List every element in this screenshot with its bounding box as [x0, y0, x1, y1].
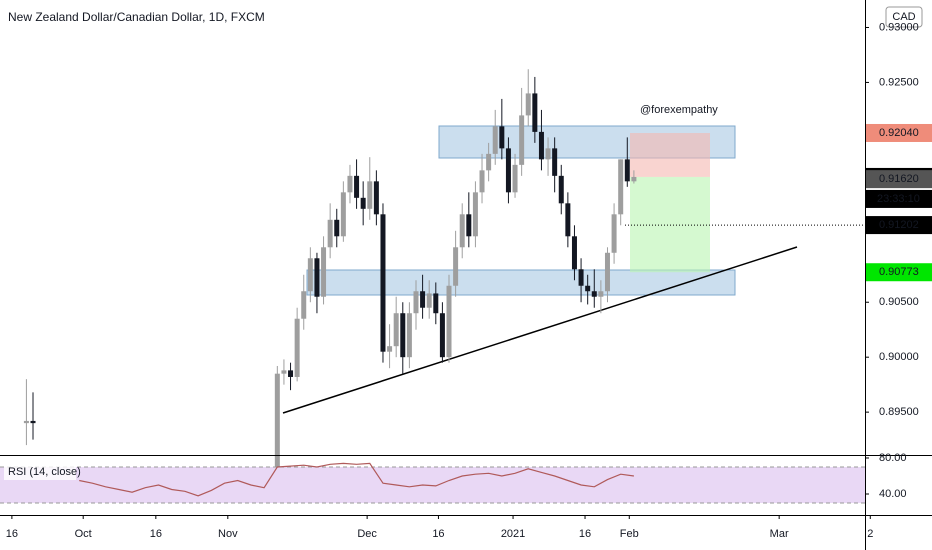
candle-body — [446, 285, 452, 358]
candle-body — [499, 126, 505, 149]
price-label-bg — [866, 263, 932, 282]
candle-body — [604, 252, 610, 292]
candle-body — [354, 175, 360, 198]
rsi-band — [0, 466, 865, 504]
candle-body — [367, 181, 373, 209]
y-tick-label: 40.00 — [879, 488, 907, 500]
price-label: 0.90773 — [879, 266, 919, 278]
rsi-line — [79, 462, 634, 497]
chart-title: New Zealand Dollar/Canadian Dollar, 1D, … — [8, 10, 265, 24]
rsi-title-bg — [4, 463, 76, 480]
y-tick-label: 0.90000 — [879, 351, 919, 363]
demand-zone — [306, 269, 736, 296]
candle-body — [611, 214, 617, 253]
candle-body — [459, 214, 465, 248]
candle-body — [393, 313, 399, 347]
candle-body — [479, 170, 485, 193]
candle-body — [578, 269, 584, 286]
x-tick-label: 16 — [150, 528, 162, 540]
candle-body — [334, 219, 340, 237]
candle-body — [486, 153, 492, 171]
candle-body — [525, 93, 531, 116]
candle-body — [519, 115, 525, 165]
y-tick-label: 80.00 — [879, 452, 907, 464]
x-tick-label: 16 — [6, 528, 18, 540]
price-label: 0.91202 — [879, 219, 919, 231]
y-tick-label: 0.92500 — [879, 76, 919, 88]
candle-body — [571, 236, 577, 270]
countdown-bg — [866, 189, 932, 208]
candle-body — [558, 175, 564, 204]
watermark: @forexempathy — [640, 104, 718, 116]
candle-body — [387, 346, 393, 352]
candle-body — [565, 203, 571, 237]
candle-body — [314, 258, 320, 297]
candle-body — [505, 148, 511, 193]
candle-body — [288, 370, 294, 377]
candle-body — [321, 247, 327, 297]
candle-body — [624, 159, 630, 182]
x-tick-label: 16 — [579, 528, 591, 540]
candle-body — [380, 214, 386, 352]
y-tick-label: 0.89500 — [879, 406, 919, 418]
candle-body — [373, 181, 379, 215]
candle-body — [23, 420, 29, 424]
candle-body — [307, 258, 313, 292]
candle-body — [439, 313, 445, 358]
x-tick-label: Nov — [218, 528, 238, 540]
price-label-bg — [866, 216, 932, 235]
candle-body — [598, 291, 604, 297]
x-tick-label: 2 — [867, 528, 873, 540]
candle-body — [360, 197, 366, 209]
x-tick-label: Oct — [75, 528, 92, 540]
y-tick-label: 0.93000 — [879, 21, 919, 33]
stop-zone — [630, 132, 710, 177]
candle-body — [426, 293, 432, 308]
candle-body — [453, 247, 459, 286]
candle-body — [545, 148, 551, 160]
candle-body — [631, 176, 637, 182]
y-tick-label: 0.90500 — [879, 296, 919, 308]
candle-body — [472, 192, 478, 237]
candle-body — [406, 313, 412, 358]
candle-body — [30, 420, 36, 424]
x-tick-label: 2021 — [501, 528, 525, 540]
candle-body — [340, 192, 346, 237]
candle-body — [413, 291, 419, 314]
candle-body — [294, 318, 300, 377]
candle-body — [327, 219, 333, 248]
candle-body — [347, 175, 353, 193]
candle-body — [538, 131, 544, 160]
candle-body — [585, 285, 591, 292]
countdown: 23:33:10 — [877, 193, 920, 205]
candle-body — [274, 373, 280, 473]
candle-body — [433, 293, 439, 314]
candle-body — [532, 93, 538, 132]
x-tick-label: Dec — [357, 528, 377, 540]
candle-body — [466, 214, 472, 237]
rsi-title: RSI (14, close) — [8, 466, 81, 478]
candle-body — [301, 291, 307, 319]
candle-body — [591, 291, 597, 297]
trend-line — [282, 246, 798, 414]
x-tick-label: Mar — [770, 528, 789, 540]
currency-box[interactable] — [885, 6, 923, 28]
x-tick-label: Feb — [620, 528, 639, 540]
price-label: 0.92040 — [879, 127, 919, 139]
candle-body — [420, 291, 426, 308]
currency[interactable]: CAD — [892, 11, 915, 23]
price-label-bg — [866, 123, 932, 142]
candle-body — [492, 126, 498, 154]
candle-body — [552, 148, 558, 176]
candle-body — [618, 159, 624, 215]
candle-body — [512, 164, 518, 193]
price-label: 0.91620 — [879, 173, 919, 185]
candle-body — [281, 370, 287, 374]
price-label-bg — [866, 170, 932, 189]
x-tick-label: 16 — [432, 528, 444, 540]
candle-body — [400, 313, 406, 358]
